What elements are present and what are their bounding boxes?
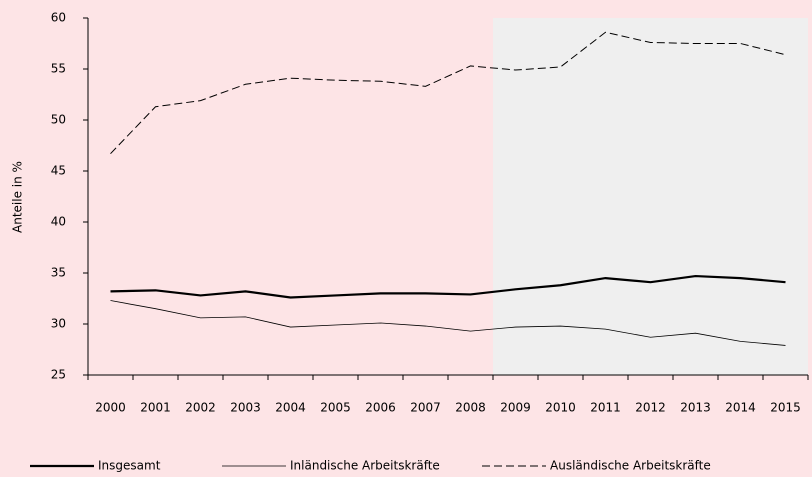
x-tick-label: 2007 [410, 401, 441, 415]
y-tick-label: 55 [51, 62, 66, 76]
x-tick-label: 2000 [95, 401, 126, 415]
series-line [110, 274, 786, 299]
x-tick-label: 2008 [455, 401, 486, 415]
y-tick-label: 25 [51, 368, 66, 382]
x-tick-label: 2010 [545, 401, 576, 415]
series-line [110, 300, 786, 346]
y-tick-label: 35 [51, 266, 66, 280]
legend-label: Inländische Arbeitskräfte [290, 459, 440, 473]
x-tick-label: 2014 [725, 401, 756, 415]
legend-label: Ausländische Arbeitskräfte [550, 459, 711, 473]
y-tick-label: 45 [51, 164, 66, 178]
y-axis-label: Anteile in % [11, 161, 25, 233]
x-tick-label: 2013 [680, 401, 711, 415]
x-tick-label: 2003 [230, 401, 261, 415]
x-tick-label: 2004 [275, 401, 306, 415]
y-tick-label: 60 [51, 11, 66, 25]
y-tick-label: 30 [51, 317, 66, 331]
y-tick-label: 50 [51, 113, 66, 127]
x-tick-label: 2005 [320, 401, 351, 415]
x-tick-label: 2012 [635, 401, 666, 415]
x-tick-label: 2001 [140, 401, 171, 415]
x-tick-label: 2009 [500, 401, 531, 415]
series-line [110, 31, 786, 155]
x-tick-label: 2002 [185, 401, 216, 415]
x-tick-label: 2006 [365, 401, 396, 415]
x-tick-label: 2011 [590, 401, 621, 415]
x-tick-label: 2015 [770, 401, 801, 415]
legend-label: Insgesamt [98, 459, 161, 473]
y-tick-label: 40 [51, 215, 66, 229]
shaded-region [493, 18, 808, 375]
